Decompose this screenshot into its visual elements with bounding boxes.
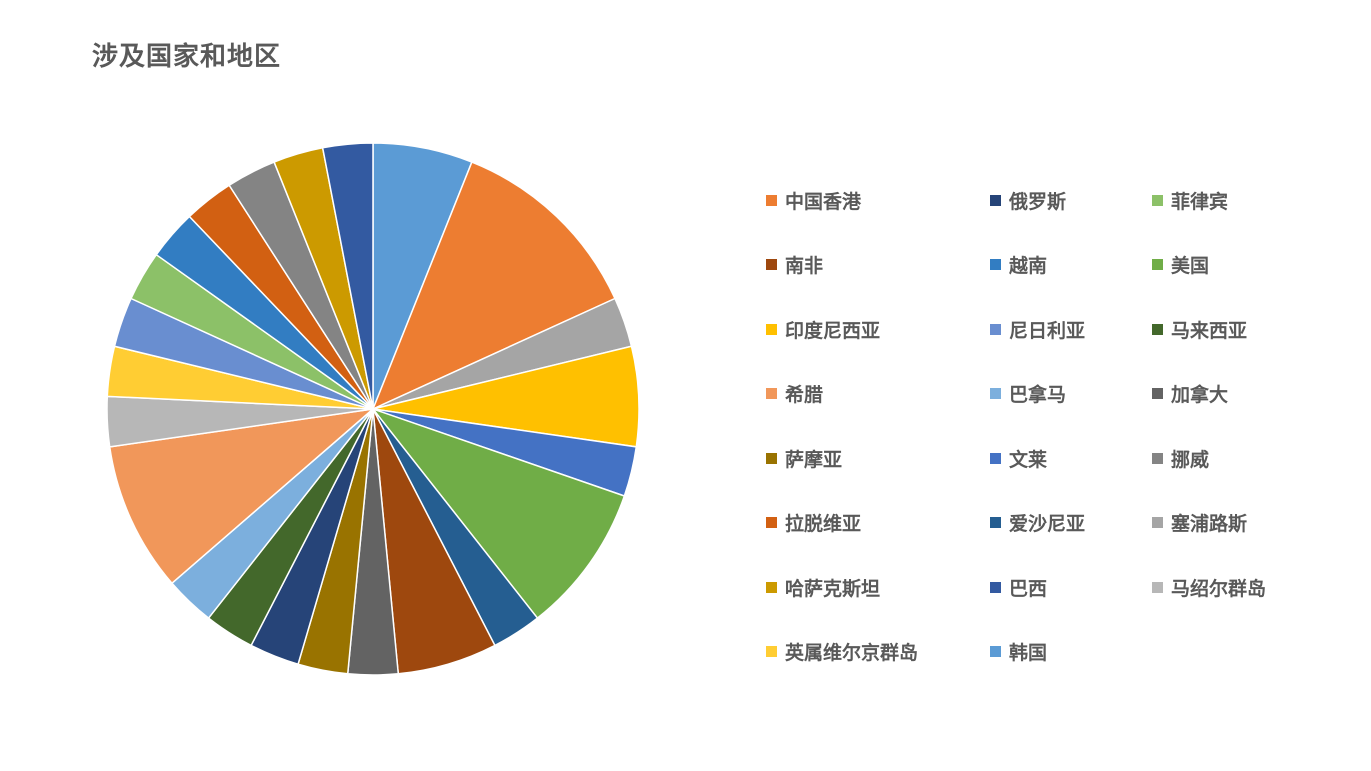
legend-swatch	[766, 388, 777, 399]
legend-swatch	[990, 581, 1001, 593]
legend-item: 巴西	[990, 573, 1047, 601]
legend-swatch	[990, 388, 1001, 399]
legend-swatch	[990, 517, 1001, 528]
legend-swatch	[766, 517, 777, 528]
pie-slice-5	[372, 408, 626, 619]
legend-swatch	[990, 646, 1001, 657]
legend-item: 俄罗斯	[990, 186, 1066, 214]
legend-label: 哈萨克斯坦	[785, 577, 881, 600]
legend-item: 中国香港	[766, 186, 861, 214]
legend-swatch	[766, 323, 777, 335]
legend-item: 英属维尔京群岛	[766, 638, 918, 666]
legend-label: 美国	[1171, 255, 1210, 277]
legend-label: 拉脱维亚	[785, 513, 862, 535]
legend-swatch	[1152, 517, 1163, 528]
pie-slice-13	[108, 408, 374, 584]
legend-label: 巴拿马	[1009, 384, 1067, 406]
legend-label: 南非	[785, 255, 824, 277]
legend-item: 巴拿马	[990, 380, 1066, 408]
legend-label: 爱沙尼亚	[1009, 513, 1086, 535]
legend-swatch	[766, 646, 777, 657]
legend-item: 加拿大	[1152, 380, 1228, 408]
chart-legend: 中国香港 俄罗斯 菲律宾南非 越南 美国印度尼西亚 尼日利亚 马来西亚希腊 巴拿马 加拿大萨摩亚…	[766, 186, 1356, 676]
legend-swatch	[766, 581, 777, 593]
legend-item: 菲律宾	[1152, 186, 1228, 214]
legend-label: 塞浦路斯	[1171, 513, 1248, 535]
legend-label: 挪威	[1171, 448, 1210, 471]
legend-swatch	[1152, 194, 1163, 206]
legend-swatch	[990, 259, 1001, 270]
legend-label: 希腊	[785, 384, 824, 406]
legend-item: 拉脱维亚	[766, 509, 861, 537]
legend-label: 中国香港	[785, 190, 862, 213]
legend-label: 加拿大	[1171, 384, 1229, 406]
legend-swatch	[766, 194, 777, 206]
legend-swatch	[1152, 452, 1163, 464]
legend-swatch	[1152, 323, 1163, 335]
pie-slice-1	[372, 161, 616, 410]
pie-chart	[106, 142, 640, 676]
legend-label: 文莱	[1009, 448, 1048, 471]
legend-label: 马绍尔群岛	[1171, 577, 1267, 600]
legend-label: 俄罗斯	[1009, 190, 1067, 213]
legend-item: 越南	[990, 251, 1047, 279]
legend-label: 尼日利亚	[1009, 319, 1086, 342]
legend-item: 哈萨克斯坦	[766, 573, 880, 601]
legend-swatch	[766, 259, 777, 270]
legend-item: 马绍尔群岛	[1152, 573, 1266, 601]
legend-item: 文莱	[990, 444, 1047, 472]
legend-label: 马来西亚	[1171, 319, 1248, 342]
legend-swatch	[766, 452, 777, 464]
legend-item: 南非	[766, 251, 823, 279]
legend-label: 菲律宾	[1171, 190, 1229, 213]
legend-item: 印度尼西亚	[766, 315, 880, 343]
legend-label: 韩国	[1009, 642, 1048, 664]
legend-item: 希腊	[766, 380, 823, 408]
legend-swatch	[990, 452, 1001, 464]
legend-label: 英属维尔京群岛	[785, 642, 919, 664]
legend-item: 爱沙尼亚	[990, 509, 1085, 537]
legend-item: 萨摩亚	[766, 444, 842, 472]
legend-swatch	[1152, 259, 1163, 270]
chart-title: 涉及国家和地区	[0, 36, 1371, 73]
pie-slice-22	[321, 142, 374, 410]
legend-label: 印度尼西亚	[785, 319, 881, 342]
legend-label: 越南	[1009, 255, 1048, 277]
legend-swatch	[1152, 388, 1163, 399]
legend-item: 塞浦路斯	[1152, 509, 1247, 537]
legend-item: 挪威	[1152, 444, 1209, 472]
legend-swatch	[990, 194, 1001, 206]
legend-swatch	[1152, 581, 1163, 593]
legend-label: 萨摩亚	[785, 448, 843, 471]
legend-item: 马来西亚	[1152, 315, 1247, 343]
legend-swatch	[990, 323, 1001, 335]
legend-item: 尼日利亚	[990, 315, 1085, 343]
chart-title-text: 涉及国家和地区	[91, 42, 281, 72]
legend-item: 韩国	[990, 638, 1047, 666]
legend-item: 美国	[1152, 251, 1209, 279]
legend-label: 巴西	[1009, 577, 1048, 600]
